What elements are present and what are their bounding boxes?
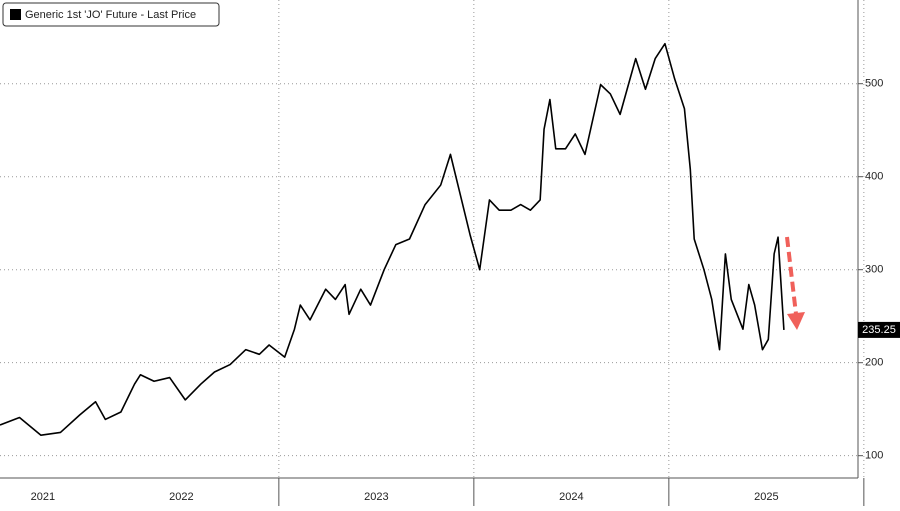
y-tick-label: 300 xyxy=(865,264,883,276)
legend-label: Generic 1st 'JO' Future - Last Price xyxy=(25,9,196,21)
x-tick-label: 2023 xyxy=(364,491,388,503)
y-tick-label: 500 xyxy=(865,78,883,90)
plot: 235.25 xyxy=(0,42,900,437)
last-price-label: 235.25 xyxy=(862,324,896,336)
legend-box xyxy=(2,2,220,27)
x-tick-label: 2024 xyxy=(559,491,583,503)
x-tick-label: 2022 xyxy=(169,491,193,503)
y-tick-label: 100 xyxy=(865,450,883,462)
grid: 100 200 300 400 500 2021 2022 2023 2024 2025 xyxy=(0,0,883,506)
arrow-annotation xyxy=(785,236,805,330)
arrow-shaft xyxy=(785,236,798,315)
legend: Generic 1st 'JO' Future - Last Price xyxy=(2,2,220,27)
legend-swatch xyxy=(10,9,21,20)
arrow-head xyxy=(787,312,805,330)
y-tick-label: 200 xyxy=(865,357,883,369)
price-line xyxy=(0,42,785,437)
y-tick-label: 400 xyxy=(865,171,883,183)
x-tick-label: 2021 xyxy=(31,491,55,503)
last-price-tag xyxy=(858,321,900,338)
x-tick-label: 2025 xyxy=(754,491,778,503)
